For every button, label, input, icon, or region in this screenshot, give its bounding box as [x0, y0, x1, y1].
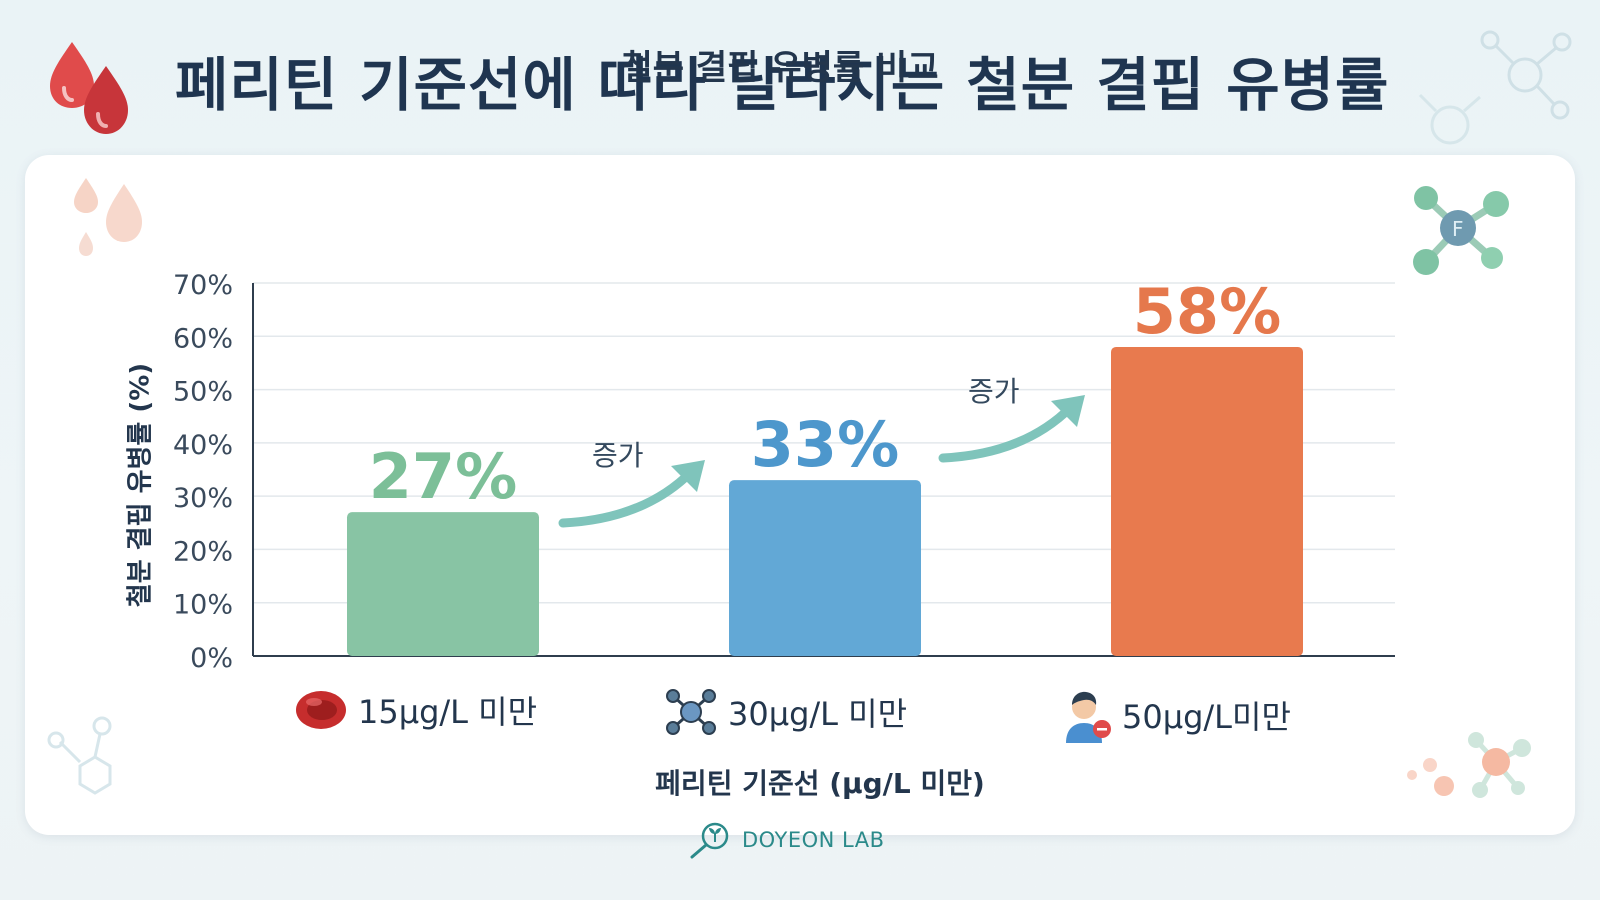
water-drops-icon	[74, 178, 142, 256]
y-tick-label: 50%	[173, 377, 233, 408]
person-icon	[1066, 691, 1111, 743]
molecule-bg-icon	[1418, 93, 1481, 145]
brand-footer: DOYEON LAB	[688, 820, 885, 860]
increase-label-2: 증가	[968, 375, 1020, 408]
increase-label-1: 증가	[592, 439, 644, 472]
bar-1	[347, 512, 539, 656]
y-tick-label: 20%	[173, 536, 233, 567]
data-label-1: 27%	[369, 440, 517, 513]
svg-text:F: F	[1452, 217, 1464, 241]
data-label-3: 58%	[1133, 275, 1281, 348]
y-axis-label: 철분 결핍 유병률 (%)	[125, 362, 156, 608]
x-axis-label: 페리틴 기준선 (μg/L 미만)	[655, 767, 985, 800]
y-tick-label: 70%	[173, 270, 233, 301]
magnifier-leaf-icon	[690, 822, 729, 859]
category-label-30: 30μg/L 미만	[664, 687, 907, 737]
molecule-bg-icon	[1407, 732, 1531, 798]
ferritin-molecule-icon: F	[1413, 186, 1509, 275]
y-tick-label: 40%	[173, 430, 233, 461]
brand-name: DOYEON LAB	[742, 828, 885, 852]
category-label-50: 50μg/L미만	[1060, 687, 1291, 743]
chart-title: 철분 결핍 유병률 비교	[621, 48, 939, 88]
y-tick-label: 60%	[173, 323, 233, 354]
y-tick-label: 10%	[173, 590, 233, 621]
category-text: 50μg/L미만	[1122, 698, 1291, 736]
blood-drops-icon	[50, 42, 128, 134]
increase-arrow-2	[938, 395, 1085, 463]
y-tick-label: 30%	[173, 483, 233, 514]
data-label-2: 33%	[751, 408, 899, 481]
page-title: 페리틴 기준선에 따라 달라지는 철분 결핍 유병률	[175, 51, 1390, 119]
category-label-15: 15μg/L 미만	[294, 687, 537, 733]
molecule-bg-icon	[1480, 30, 1572, 120]
y-tick-label: 0%	[190, 643, 233, 674]
ferritin-molecule-icon	[666, 689, 716, 735]
bar-2	[729, 480, 921, 656]
increase-arrow-1	[558, 460, 705, 528]
category-text: 30μg/L 미만	[728, 695, 908, 733]
red-blood-cell-icon	[296, 691, 346, 729]
category-text: 15μg/L 미만	[358, 693, 538, 731]
molecule-bg-icon	[47, 716, 112, 795]
bar-3	[1111, 346, 1303, 656]
